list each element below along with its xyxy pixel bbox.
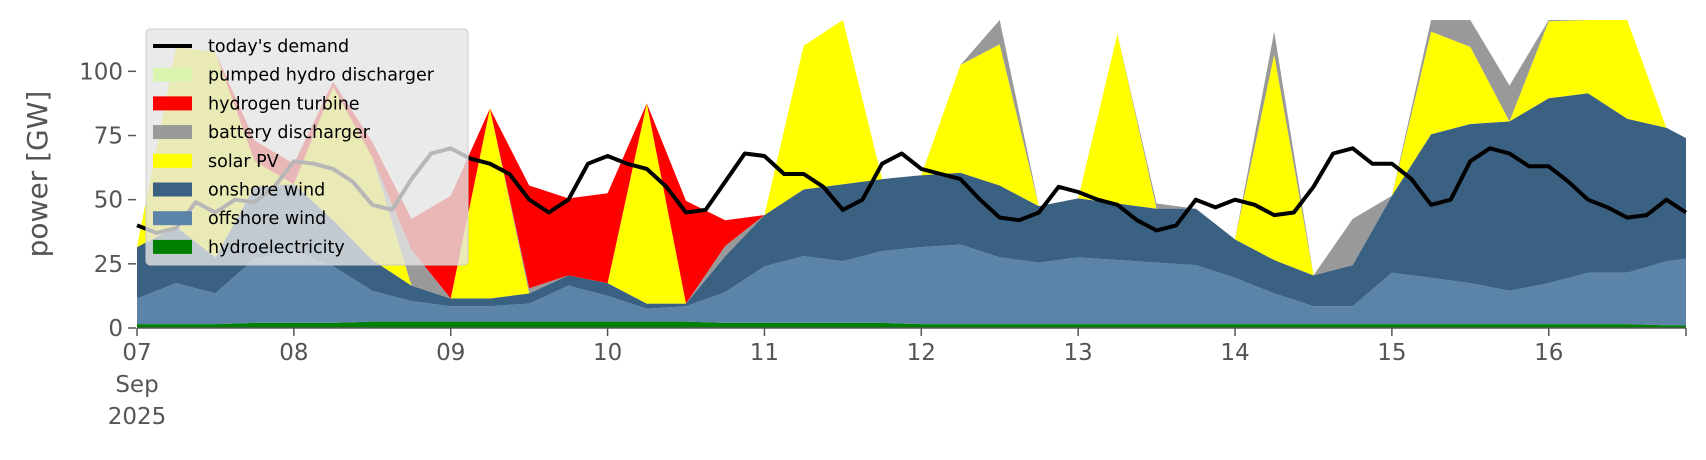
legend-label: onshore wind (208, 181, 325, 201)
x-tick-label: 08 (279, 340, 308, 366)
y-tick-label: 50 (94, 188, 123, 214)
stacked-areas (137, 20, 1686, 328)
x-tick-label: 11 (750, 340, 779, 366)
legend-label: solar PV (208, 152, 279, 172)
y-tick-label: 25 (94, 252, 123, 278)
legend-swatch (153, 239, 192, 254)
legend-label: today's demand (208, 37, 349, 57)
legend-box (145, 28, 469, 266)
legend-label: pumped hydro discharger (208, 66, 435, 86)
x-tick-label: 10 (593, 340, 622, 366)
area-hydrogen-turbine (137, 20, 1686, 304)
legend-swatch (153, 67, 192, 82)
legend-label: hydrogen turbine (208, 94, 360, 114)
legend-label: battery discharger (208, 123, 371, 143)
legend-swatch (153, 182, 192, 197)
x-axis: 07 Sep 2025 08 09 10 11 12 13 14 15 16 (108, 328, 1687, 430)
y-tick-label: 75 (94, 124, 123, 150)
legend-swatch (153, 153, 192, 168)
x-tick-label: 14 (1220, 340, 1249, 366)
legend-swatch (153, 125, 192, 140)
y-axis-title: power [GW] (21, 91, 54, 258)
x-tick-label: 15 (1377, 340, 1406, 366)
y-tick-label: 100 (79, 59, 123, 85)
area-hydroelectricity (137, 321, 1686, 328)
x-tick-label: 09 (436, 340, 465, 366)
x-tick-label: Sep (115, 372, 158, 398)
x-tick-label: 12 (907, 340, 936, 366)
x-tick-label: 2025 (108, 404, 167, 430)
legend-label: hydroelectricity (208, 238, 345, 258)
area-onshore-wind (137, 93, 1686, 309)
y-axis: 0 25 50 75 100 (79, 59, 136, 342)
x-tick-label: 07 (122, 340, 151, 366)
x-tick-label: 16 (1534, 340, 1563, 366)
legend-swatch (153, 211, 192, 226)
legend: today's demand pumped hydro discharger hyd… (145, 28, 469, 266)
legend-label: offshore wind (208, 209, 326, 229)
y-tick-label: 0 (108, 316, 123, 342)
x-tick-label: 13 (1064, 340, 1093, 366)
area-offshore-wind (137, 244, 1686, 326)
legend-swatch (153, 96, 192, 111)
area-solar-pv (137, 20, 1686, 304)
